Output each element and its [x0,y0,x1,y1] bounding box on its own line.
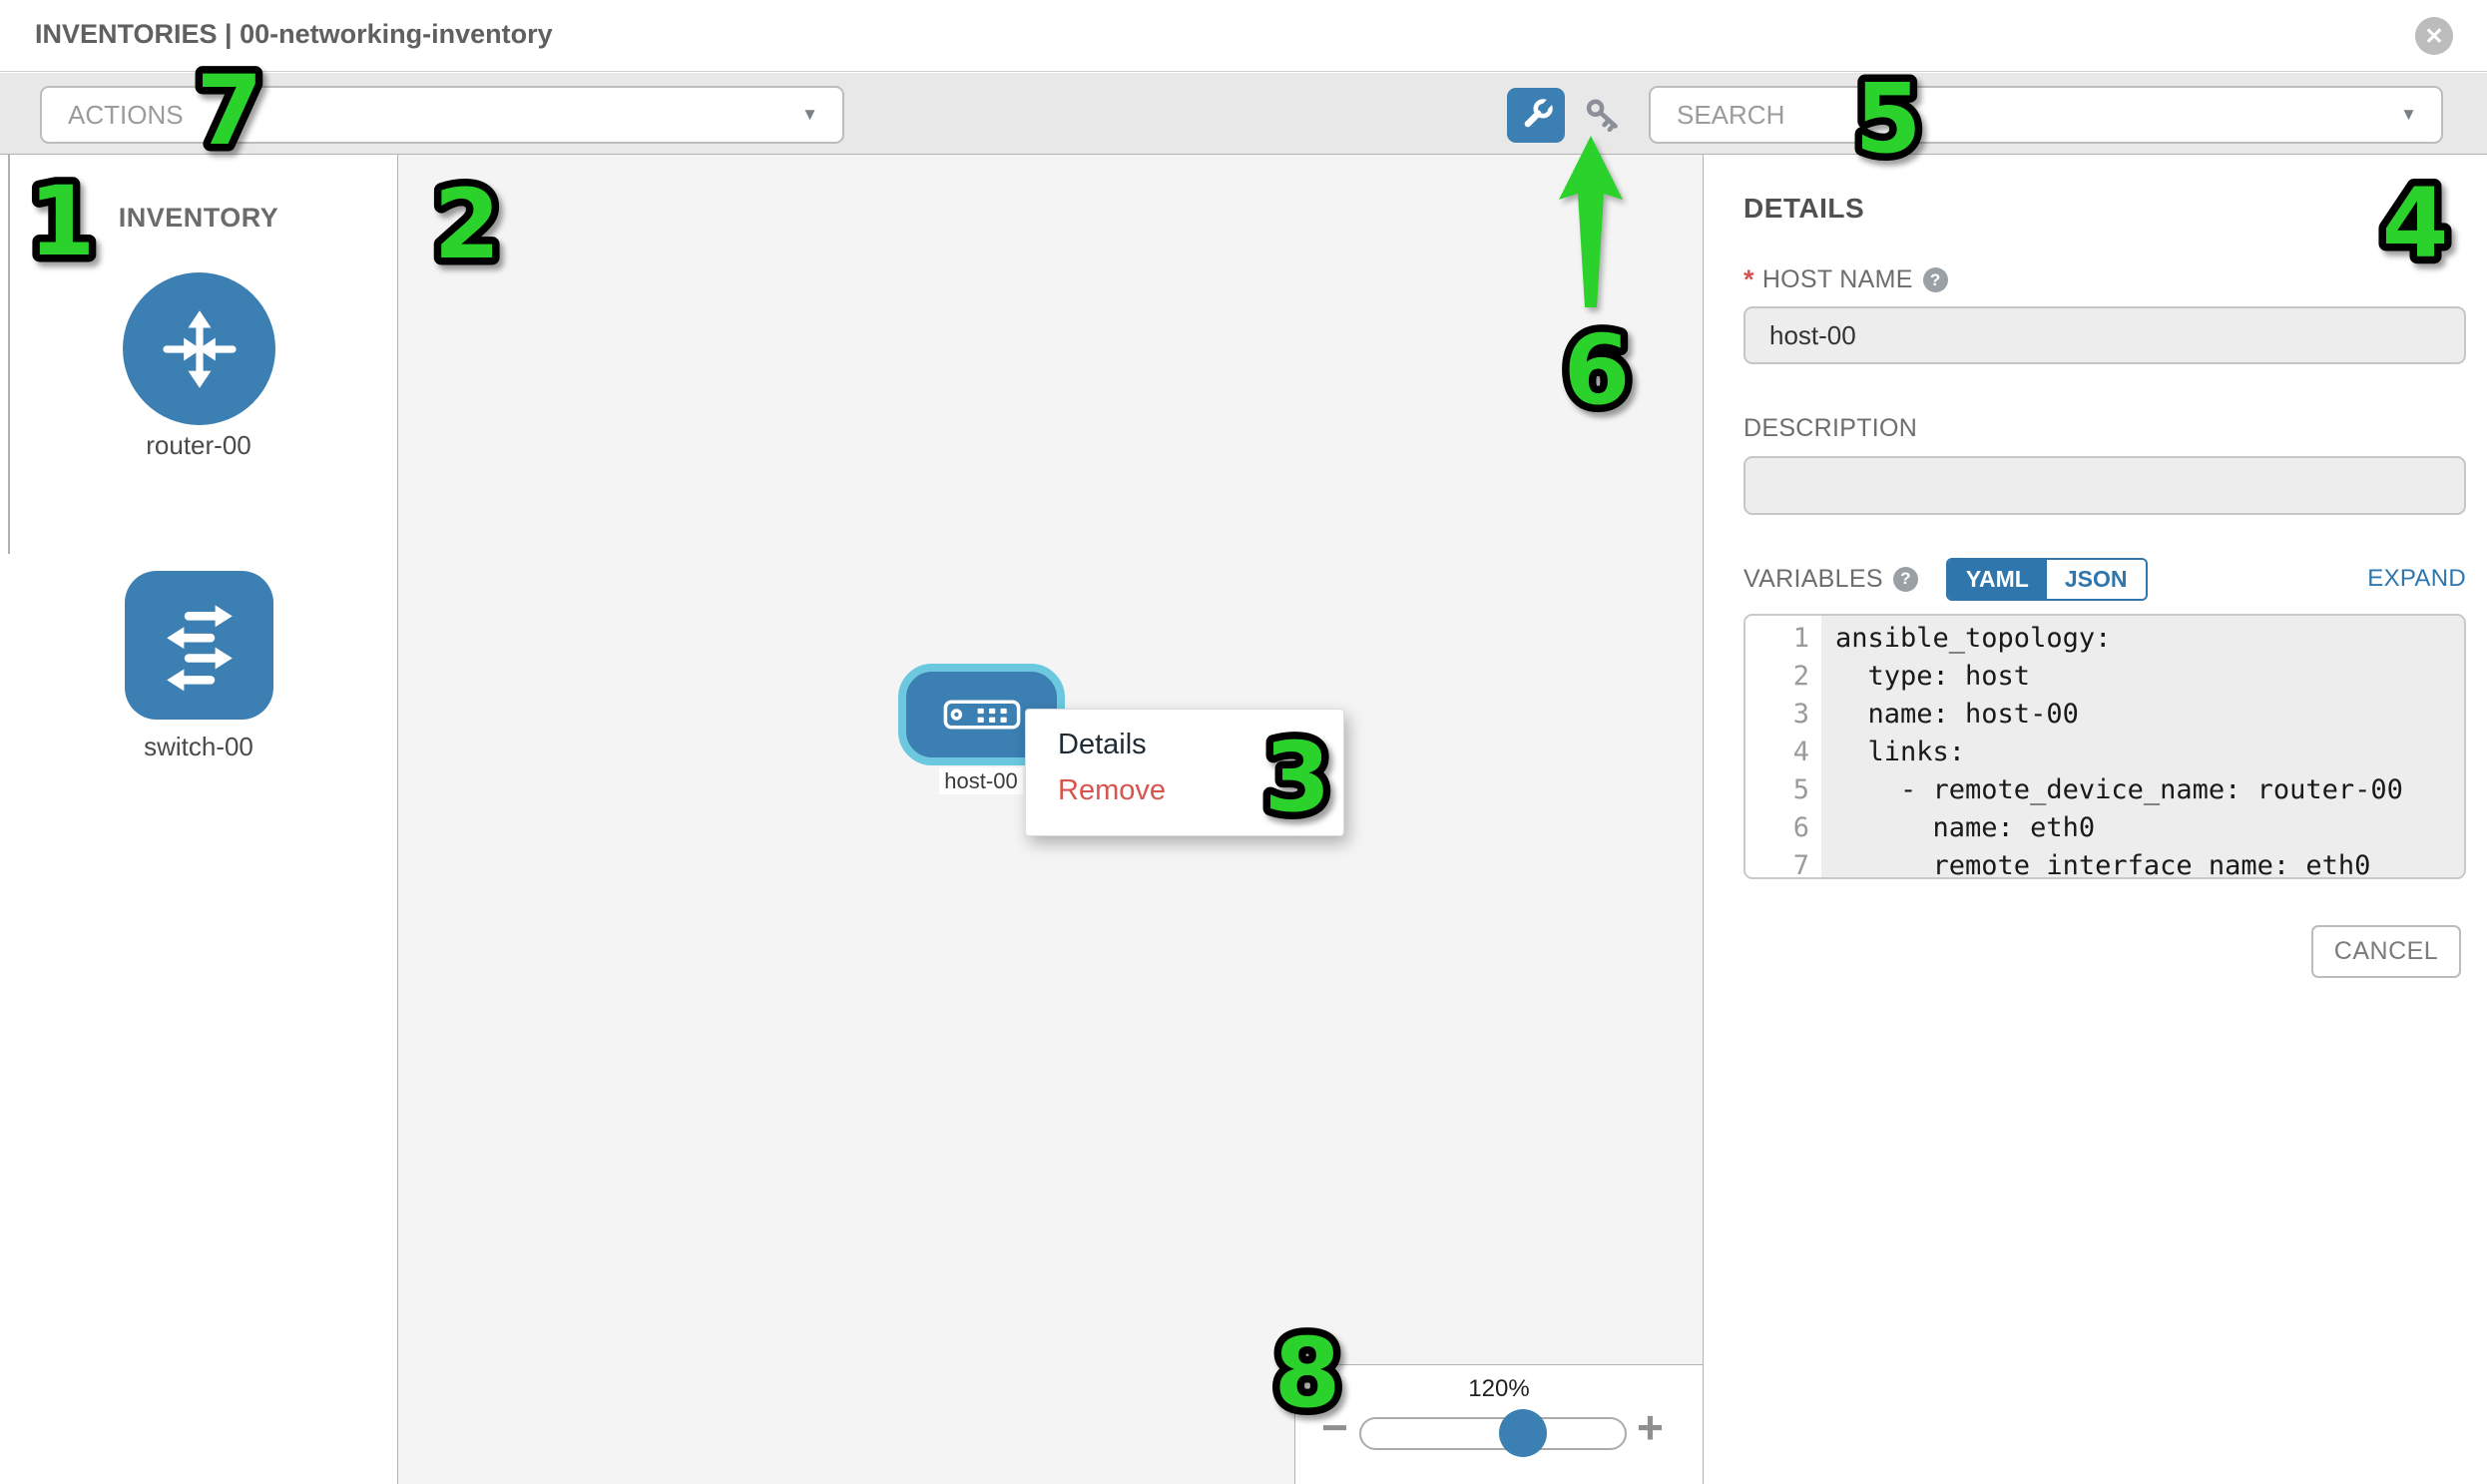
sidebar-item-switch[interactable] [125,571,273,720]
cancel-button[interactable]: CANCEL [2311,925,2461,978]
zoom-out-button[interactable]: − [1321,1401,1348,1453]
code-line: type: host [1835,661,2031,692]
search-dropdown-label: SEARCH [1677,99,1785,130]
actions-dropdown[interactable]: ACTIONS ▼ [40,86,844,144]
code-line: name: host-00 [1835,699,2079,730]
required-marker: * [1743,264,1754,294]
code-line: ansible_topology: [1835,623,2112,654]
line-number: 2 [1792,661,1809,692]
details-panel: DETAILS * HOST NAME ? DESCRIPTION VARIAB… [1703,155,2487,1484]
close-icon[interactable]: ✕ [2415,17,2453,55]
zoom-slider-track[interactable] [1359,1409,1627,1457]
code-line: name: eth0 [1835,812,2096,843]
line-number: 6 [1792,812,1809,843]
actions-dropdown-label: ACTIONS [68,99,184,130]
wrench-icon [1524,97,1554,127]
line-number: 7 [1792,850,1809,879]
description-input[interactable] [1743,456,2466,515]
expand-link[interactable]: EXPAND [2367,565,2466,592]
zoom-control-panel: 120% − + [1294,1364,1703,1484]
code-line: remote_interface_name: eth0 [1835,850,2371,879]
chevron-down-icon: ▼ [2400,105,2417,124]
toolbar: ACTIONS ▼ SEARCH ▼ [0,73,2487,155]
context-menu-remove[interactable]: Remove [1058,773,1166,806]
editor-code: ansible_topology: type: host name: host-… [1821,616,2464,877]
details-title: DETAILS [1743,193,1865,224]
search-dropdown[interactable]: SEARCH ▼ [1649,86,2443,144]
code-line: links: [1835,737,1966,767]
switch-label: switch-00 [144,732,253,761]
code-line: - remote_device_name: router-00 [1835,774,2403,805]
context-menu-details[interactable]: Details [1058,728,1147,760]
line-number: 4 [1792,737,1809,767]
line-number: 1 [1792,623,1809,654]
router-icon [162,309,237,388]
host-icon [943,700,1020,730]
chevron-down-icon: ▼ [801,105,818,124]
sidebar-divider [8,155,10,554]
variables-code-editor[interactable]: 1 2 3 4 5 6 7 ansible_topology: type: ho… [1743,614,2466,879]
line-number: 5 [1792,774,1809,805]
variables-format-toggle: YAML JSON [1945,557,2148,601]
switch-icon [166,604,233,691]
sidebar-heading: INVENTORY [118,203,279,233]
zoom-level-value: 120% [1468,1375,1530,1402]
host-name-label: HOST NAME [1761,265,1913,293]
key-icon [1586,99,1618,133]
toolbar-key-button[interactable] [1580,92,1626,138]
tab-json[interactable]: JSON [2046,559,2146,599]
node-context-menu: Details Remove [1025,709,1344,836]
sidebar-item-router[interactable] [123,272,275,425]
help-icon[interactable]: ? [1922,267,1948,292]
host-name-label-row: * HOST NAME ? [1743,264,1948,295]
description-label: DESCRIPTION [1743,414,1918,442]
variables-label: VARIABLES [1743,564,1883,593]
host-name-input[interactable] [1743,306,2466,364]
router-label: router-00 [146,430,251,460]
description-label-row: DESCRIPTION [1743,414,1917,443]
line-number: 3 [1792,699,1809,730]
page-title: INVENTORIES | 00-networking-inventory [35,19,553,49]
variables-row: VARIABLES ? YAML JSON EXPAND [1743,557,2466,601]
zoom-slider-handle[interactable] [1499,1409,1547,1457]
topology-canvas[interactable]: host-00 Details Remove 120% − + [398,155,1703,1484]
help-icon[interactable]: ? [1892,566,1918,592]
editor-gutter: 1 2 3 4 5 6 7 [1745,616,1821,877]
zoom-in-button[interactable]: + [1637,1401,1664,1453]
tab-yaml[interactable]: YAML [1947,559,2047,599]
toolbar-wrench-button[interactable] [1507,88,1565,143]
host-node-label: host-00 [939,767,1023,794]
inventory-sidebar: INVENTORY router-00 [0,155,398,1484]
window-header: INVENTORIES | 00-networking-inventory ✕ [0,0,2487,72]
